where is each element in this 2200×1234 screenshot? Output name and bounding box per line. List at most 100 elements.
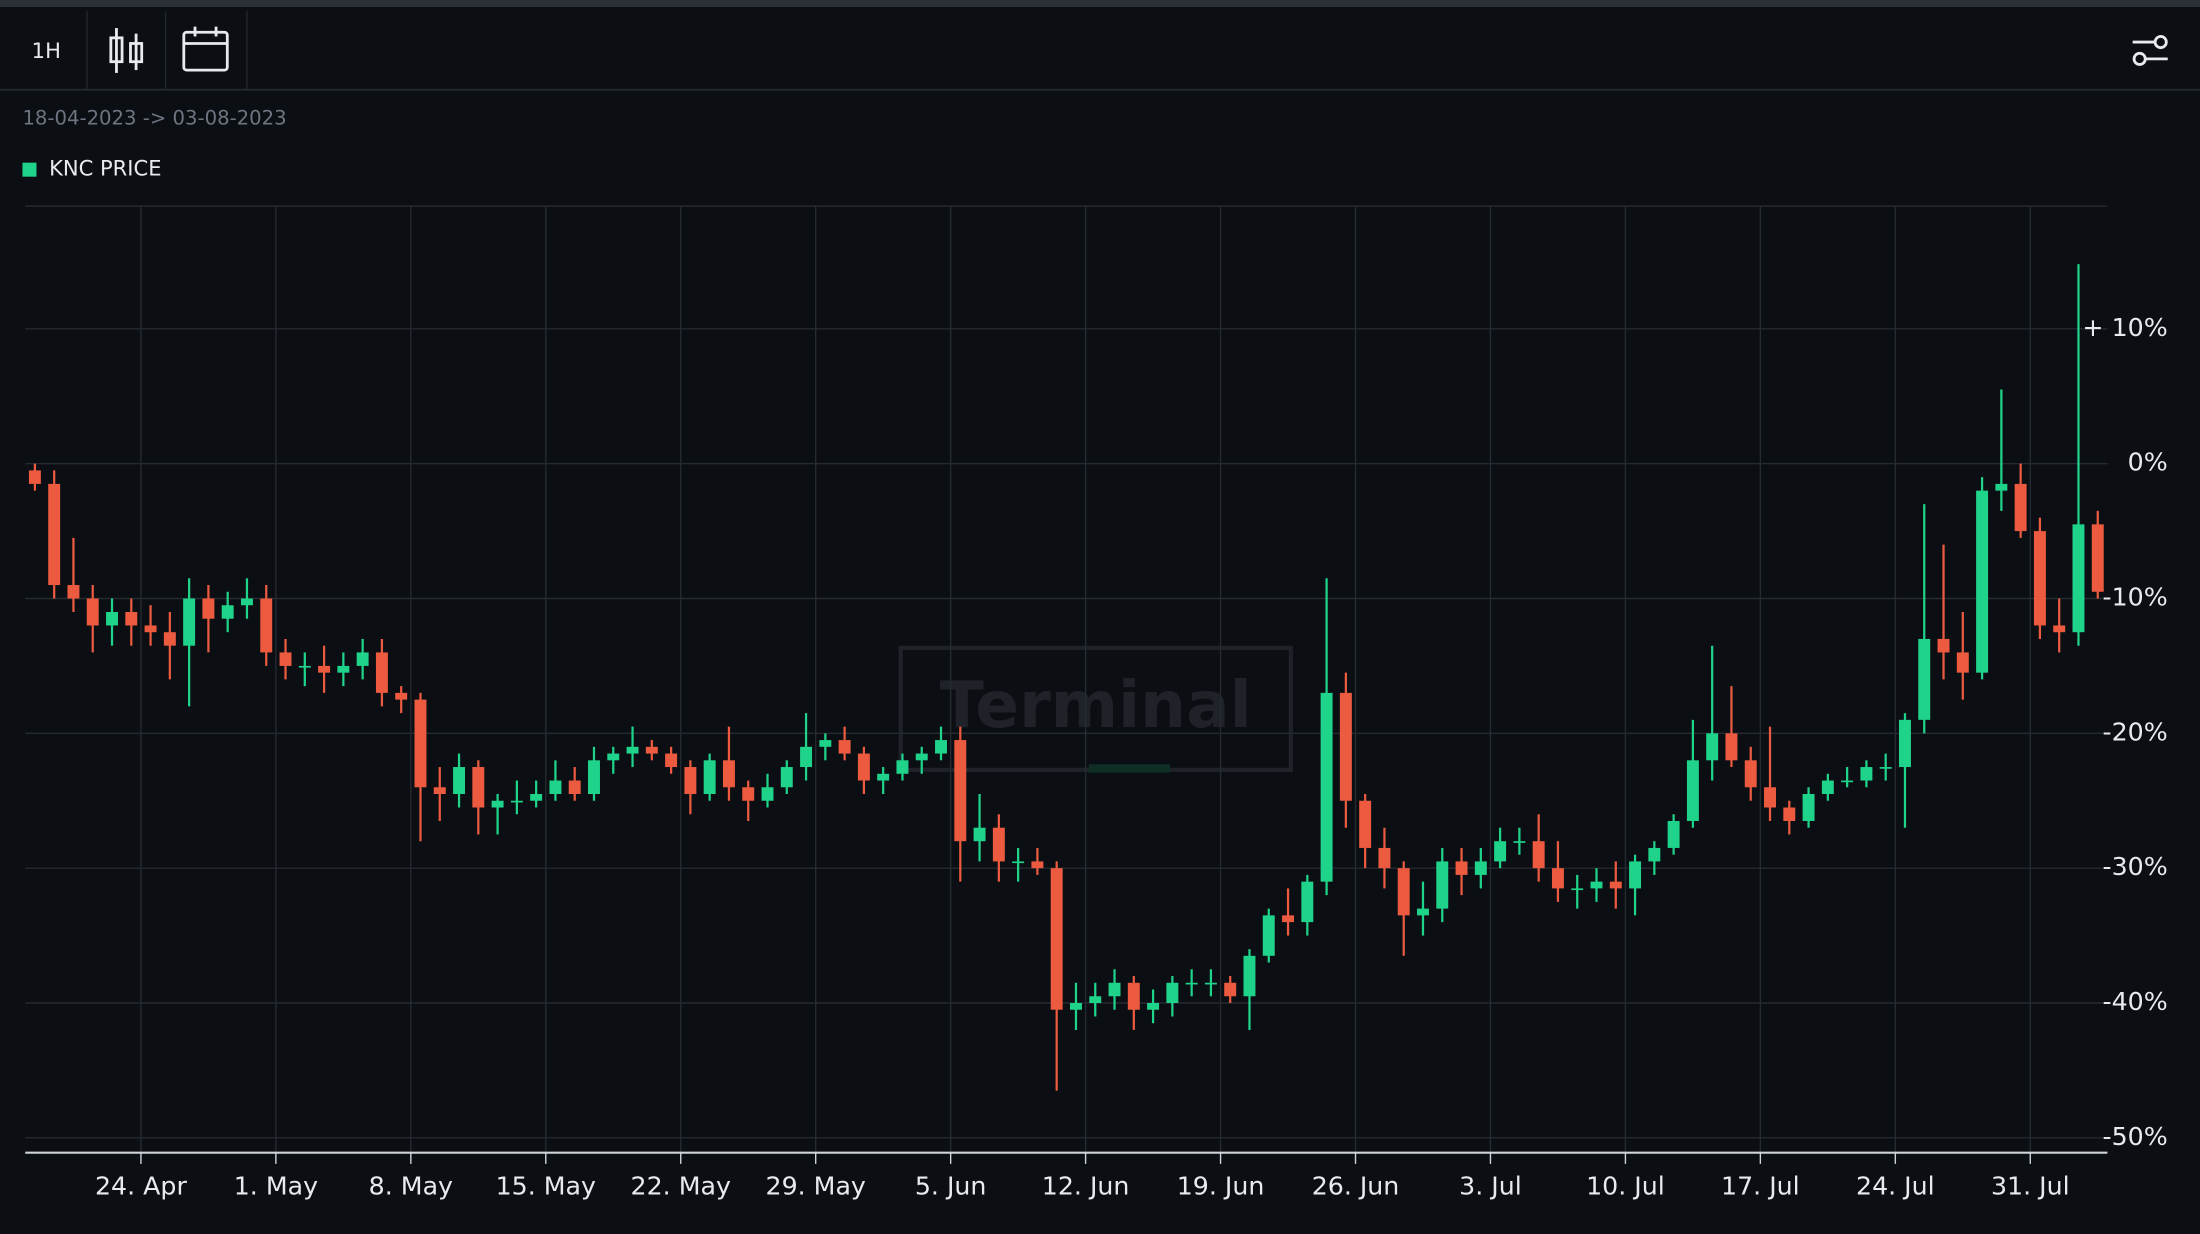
candle-body (915, 753, 928, 761)
candle-body (1243, 955, 1256, 997)
calendar-button[interactable] (182, 26, 229, 72)
candle-body (2072, 524, 2085, 633)
candle-body (568, 780, 581, 795)
candle-body (665, 753, 678, 768)
candle-body (992, 827, 1005, 862)
y-tick-label: -30% (2103, 852, 2168, 881)
candle-body (1744, 760, 1757, 788)
candle-body (607, 753, 620, 761)
candle-body (337, 665, 350, 673)
candle-body (626, 746, 639, 754)
candle-body (106, 611, 118, 626)
interval-label: 1H (32, 38, 61, 63)
candle-body (954, 740, 967, 842)
candle-body (510, 800, 523, 803)
x-tick-label: 24. Apr (95, 1172, 187, 1201)
candle-body (356, 652, 369, 666)
candle-body (472, 767, 485, 808)
candle-body (202, 598, 215, 619)
x-tick-label: 31. Jul (1991, 1172, 2070, 1201)
candle-body (896, 760, 909, 774)
candle-body (877, 773, 890, 781)
candle-body (1417, 908, 1429, 916)
watermark-text: Terminal (940, 668, 1252, 743)
candle-body (1185, 982, 1198, 985)
candle-body (1706, 733, 1719, 761)
candle-body (1494, 841, 1507, 862)
candle-body (2033, 531, 2046, 626)
top-border (0, 0, 2200, 8)
candle-body (1571, 888, 1584, 891)
candle-body (819, 740, 832, 747)
x-tick-label: 22. May (631, 1172, 731, 1201)
candle-body (645, 746, 658, 754)
candle-body (144, 625, 157, 633)
x-tick-label: 8. May (369, 1172, 453, 1201)
candle-body (433, 787, 446, 795)
series (28, 264, 2104, 1091)
candle-body (1050, 868, 1063, 1010)
candle-body (279, 652, 292, 666)
candle-body (1031, 861, 1044, 869)
y-tick-label: -10% (2103, 583, 2168, 612)
candle-body (857, 753, 870, 781)
candle-body (1821, 780, 1834, 795)
candle-body (761, 787, 774, 801)
candle-body (1590, 881, 1603, 889)
chart-type-button[interactable] (109, 28, 144, 73)
candle-body (780, 767, 793, 788)
watermark: Terminal (898, 645, 1293, 773)
candle-body (1937, 638, 1950, 653)
candle-body (183, 598, 196, 646)
candle-body (1841, 780, 1854, 783)
candle-body (1879, 767, 1892, 769)
candle-body (1648, 847, 1661, 862)
candle-body (240, 598, 253, 606)
candle-body (1127, 982, 1140, 1010)
candle-body (1764, 787, 1776, 808)
candle-body (1108, 982, 1121, 997)
interval-button[interactable]: 1H (32, 38, 61, 63)
candle-body (1532, 841, 1545, 869)
candle-body (260, 598, 273, 653)
candle-body (1783, 807, 1796, 821)
candle-body (703, 760, 716, 795)
candle-body (1089, 996, 1102, 1004)
x-tick-label: 17. Jul (1721, 1172, 1800, 1201)
y-tick-label: + 10% (2082, 313, 2167, 342)
date-range: 18-04-2023 -> 03-08-2023 (22, 107, 286, 130)
candle-body (221, 605, 234, 619)
candle-body (1397, 868, 1410, 916)
candle-body (1551, 868, 1564, 889)
candle-body (1686, 760, 1699, 821)
candle-body (1513, 841, 1526, 843)
candle-body (1262, 915, 1275, 956)
candle-body (1069, 1003, 1082, 1010)
y-tick-label: -20% (2103, 717, 2168, 746)
candle-body (1320, 692, 1333, 882)
candle-body (1147, 1003, 1160, 1010)
candle-body (973, 827, 986, 842)
candle-body (125, 611, 138, 626)
candle-body (1204, 982, 1217, 985)
candle-body (48, 483, 61, 586)
candle-body (530, 794, 543, 801)
candle-body (491, 800, 504, 808)
candle-body (549, 780, 562, 795)
settings-button[interactable] (2132, 35, 2168, 66)
candle-body (298, 665, 311, 668)
x-tick-label: 15. May (496, 1172, 596, 1201)
candle-body (2091, 524, 2104, 592)
candle-body (838, 740, 851, 754)
candle-body (1378, 847, 1391, 869)
candle-body (414, 699, 427, 788)
candle-body (1359, 800, 1372, 848)
x-tick-label: 26. Jun (1312, 1172, 1400, 1201)
y-tick-label: -50% (2103, 1122, 2168, 1151)
candle-body (1436, 861, 1449, 909)
x-tick-label: 29. May (766, 1172, 866, 1201)
x-tick-label: 24. Jul (1856, 1172, 1935, 1201)
